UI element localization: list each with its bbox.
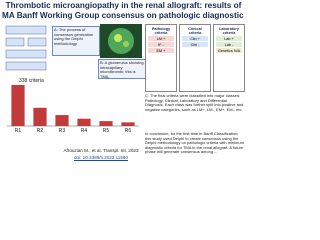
- column-header: Laboratory criteria: [219, 26, 239, 35]
- criterion: Clin -: [182, 42, 208, 47]
- criterion: Lab +: [216, 36, 242, 41]
- x-tick-label: R6: [125, 128, 132, 134]
- x-tick-label: R3: [59, 128, 66, 134]
- bar-chart: 338 criteria R1 R2 R3 R4 R5 R6: [7, 78, 139, 134]
- criterion: EM +: [148, 48, 174, 53]
- x-tick-label: R2: [37, 128, 44, 134]
- title-line: MA Banff Working Group consensus on path…: [2, 11, 245, 20]
- x-tick-label: R4: [81, 128, 88, 134]
- bar: [11, 85, 25, 126]
- panel-c-caption: C: The final criteria were classified in…: [145, 94, 244, 112]
- criterion: IF -: [148, 42, 174, 47]
- criterion: Clin +: [182, 36, 208, 41]
- bar: [99, 121, 113, 126]
- x-tick-label: R5: [103, 128, 110, 134]
- title-line: Thrombotic microangiopathy in the renal …: [5, 1, 242, 10]
- conclusion: In conclusion, for the first time in Ban…: [145, 132, 244, 155]
- chart-label: 338 criteria: [19, 78, 44, 84]
- graphical-abstract: Thrombotic microangiopathy in the renal …: [2, 1, 245, 160]
- delphi-diagram: [5, 25, 47, 71]
- column-header: Clinical criteria: [188, 26, 202, 35]
- bar: [55, 115, 69, 126]
- panel-a-caption: A: The process of consensus generation u…: [52, 26, 100, 56]
- column-header: Pathology criteria: [151, 26, 171, 35]
- doi-link[interactable]: doi: 10.3389/ti.2023.11590: [73, 155, 129, 160]
- criterion: Lab -: [216, 42, 242, 47]
- glomerulus-image: [100, 24, 142, 58]
- citation: Afrouzian M., et al. Transpl. Int. 2023: [63, 148, 139, 153]
- criteria-columns: Pathology criteria LM + IF - EM + Clinic…: [145, 24, 245, 92]
- bar: [33, 107, 47, 126]
- clinical-column: Clinical criteria Clin + Clin -: [179, 24, 211, 92]
- laboratory-column: Laboratory criteria Lab + Lab - Genetics…: [213, 24, 245, 92]
- criterion: Genetics N/A: [216, 48, 242, 53]
- criterion: LM +: [148, 36, 174, 41]
- pathology-column: Pathology criteria LM + IF - EM +: [145, 24, 177, 92]
- x-tick-label: R1: [15, 128, 22, 134]
- bar: [121, 122, 135, 126]
- bar: [77, 118, 91, 126]
